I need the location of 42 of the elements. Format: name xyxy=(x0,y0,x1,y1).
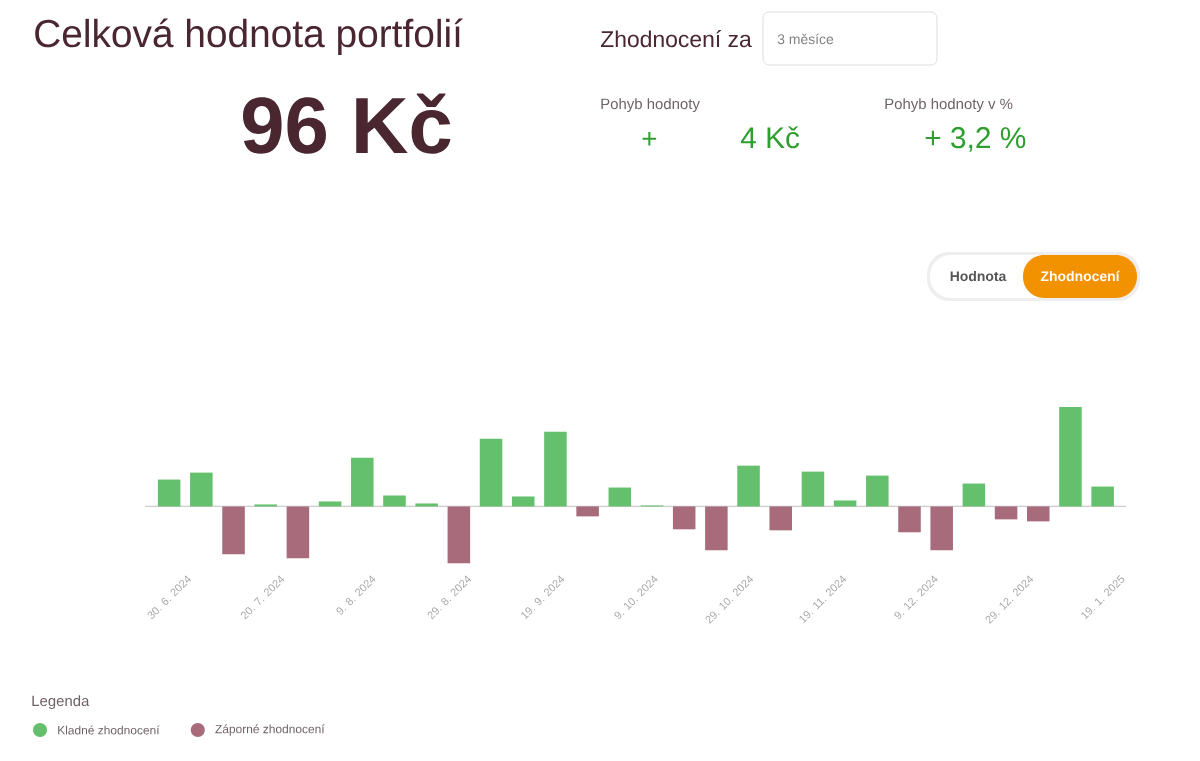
bar xyxy=(351,457,374,507)
bar xyxy=(383,495,406,507)
bar xyxy=(576,506,599,517)
legend-label: Záporné zhodnocení xyxy=(215,724,325,736)
chart-title: Celková hodnota portfolií xyxy=(35,18,463,56)
bar xyxy=(898,506,921,533)
legend-label: Kladné zhodnocení xyxy=(58,725,160,735)
bar xyxy=(608,487,632,507)
bar xyxy=(962,483,986,507)
bar xyxy=(930,506,953,551)
text: 4 Kč xyxy=(740,126,800,149)
text: 96 Kč xyxy=(242,93,451,154)
bar xyxy=(447,506,471,564)
bar xyxy=(672,506,696,530)
bar xyxy=(866,475,889,507)
bar xyxy=(769,506,793,531)
text: Zhodnocení za xyxy=(600,30,752,48)
text: 3 měsíce xyxy=(777,33,834,45)
bar xyxy=(1026,506,1050,522)
bar xyxy=(318,501,342,507)
text: Hodnota xyxy=(950,270,1007,282)
text: Pohyb hodnoty v % xyxy=(885,98,1013,113)
bar xyxy=(544,431,567,507)
bar xyxy=(479,438,503,507)
bar xyxy=(415,503,438,507)
bar xyxy=(705,506,728,551)
bar xyxy=(994,506,1018,520)
legend-title: Legenda xyxy=(32,695,90,710)
bar xyxy=(222,506,245,555)
text: + xyxy=(642,131,657,146)
bar xyxy=(511,496,535,507)
bar xyxy=(737,465,760,507)
bar xyxy=(1059,406,1082,507)
text: Zhodnocení xyxy=(1040,270,1120,282)
text: + 3,2 % xyxy=(925,127,1026,152)
bar xyxy=(190,472,213,507)
bar xyxy=(1091,486,1114,507)
text: Pohyb hodnoty xyxy=(601,98,700,113)
bar xyxy=(833,500,857,507)
bar xyxy=(286,506,310,559)
bar xyxy=(801,471,825,507)
bar xyxy=(157,479,181,507)
